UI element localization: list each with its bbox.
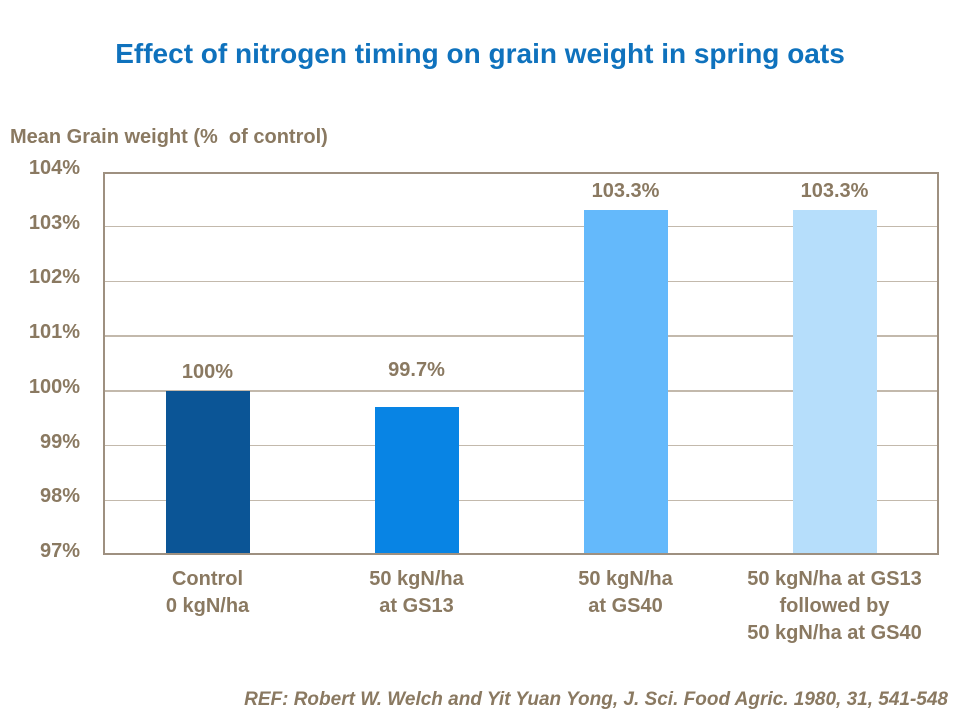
bar-1	[165, 390, 250, 553]
chart-title: Effect of nitrogen timing on grain weigh…	[115, 38, 845, 69]
gridline	[105, 280, 937, 283]
x-category-label-line: Control	[171, 568, 244, 590]
gridline	[105, 226, 937, 228]
x-category-label-line: at GS40	[588, 595, 663, 617]
y-tick-label: 97%	[39, 540, 80, 562]
bar-value-label: 100%	[181, 360, 234, 383]
x-category-label-line: 0 kgN/ha	[165, 595, 250, 617]
x-category-label-line: 50 kgN/ha	[369, 568, 464, 590]
x-category-label-line: 50 kgN/ha at GS40	[747, 622, 922, 644]
y-tick-label: 98%	[39, 485, 80, 508]
y-tick-label: 102%	[28, 266, 80, 289]
bar-value-label: 103.3%	[591, 180, 660, 203]
gridline	[105, 335, 937, 337]
reference-citation: REF: Robert W. Welch and Yit Yuan Yong, …	[244, 689, 948, 710]
x-category-label: Control 0 kgN/ha	[101, 566, 315, 620]
bar-value-label: 99.7%	[388, 359, 445, 382]
x-category-label: 50 kgN/ha at GS40	[519, 566, 733, 620]
gridline	[105, 444, 937, 447]
y-tick-label: 99%	[39, 430, 80, 453]
bar-3	[583, 210, 668, 553]
y-tick-label: 103%	[28, 211, 80, 234]
y-tick-label: 101%	[28, 321, 80, 344]
y-axis-title: Mean Grain weight (% of control)	[10, 126, 328, 148]
bar-value-label: 103.3%	[800, 180, 869, 203]
x-category-label-line: 50 kgN/ha at GS13	[747, 568, 922, 590]
bar-2	[374, 407, 459, 553]
y-tick-label: 100%	[28, 375, 80, 398]
bar-4	[792, 210, 877, 553]
gridline	[105, 390, 937, 392]
x-category-label: 50 kgN/ha at GS13 followed by 50 kgN/ha at…	[728, 566, 942, 647]
x-category-label: 50 kgN/ha at GS13	[310, 566, 524, 620]
x-category-label-line: followed by	[779, 595, 890, 617]
gridline	[105, 499, 937, 501]
x-category-label-line: at GS13	[379, 595, 454, 617]
y-tick-label: 104%	[28, 157, 80, 179]
x-category-label-line: 50 kgN/ha	[578, 568, 673, 590]
